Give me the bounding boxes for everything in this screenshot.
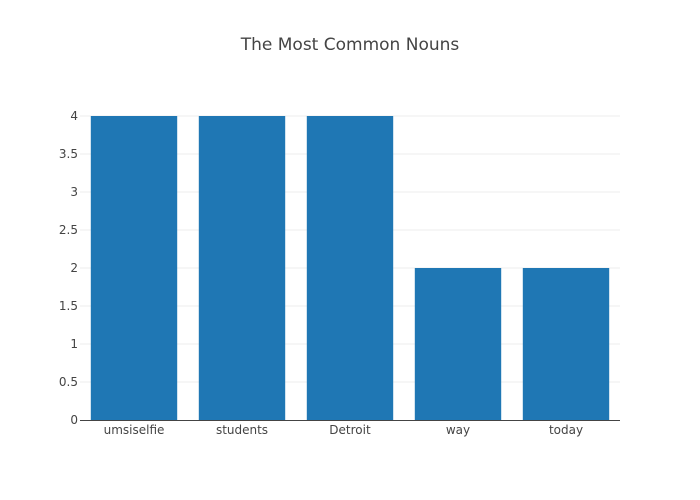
y-tick-label: 3.5 [59,147,78,161]
y-tick-label: 2.5 [59,223,78,237]
y-tick-label: 0.5 [59,375,78,389]
x-tick-label: way [446,423,470,437]
y-axis-ticks: 0 0.5 1 1.5 2 2.5 3 3.5 4 [59,109,78,427]
x-axis-ticks: umsiselfie students Detroit way today [104,423,583,437]
chart-title: The Most Common Nouns [240,35,460,55]
bar-students[interactable] [198,116,286,420]
bars [90,116,610,420]
y-tick-label: 2 [70,261,78,275]
y-tick-label: 3 [70,185,78,199]
x-tick-label: students [216,423,268,437]
bar-detroit[interactable] [306,116,394,420]
y-tick-label: 4 [70,109,78,123]
y-tick-label: 1.5 [59,299,78,313]
bar-umsiselfie[interactable] [90,116,178,420]
x-tick-label: umsiselfie [104,423,165,437]
x-tick-label: today [549,423,583,437]
bar-way[interactable] [414,268,502,420]
y-tick-label: 1 [70,337,78,351]
x-tick-label: Detroit [329,423,371,437]
bar-today[interactable] [522,268,610,420]
y-tick-label: 0 [70,413,78,427]
